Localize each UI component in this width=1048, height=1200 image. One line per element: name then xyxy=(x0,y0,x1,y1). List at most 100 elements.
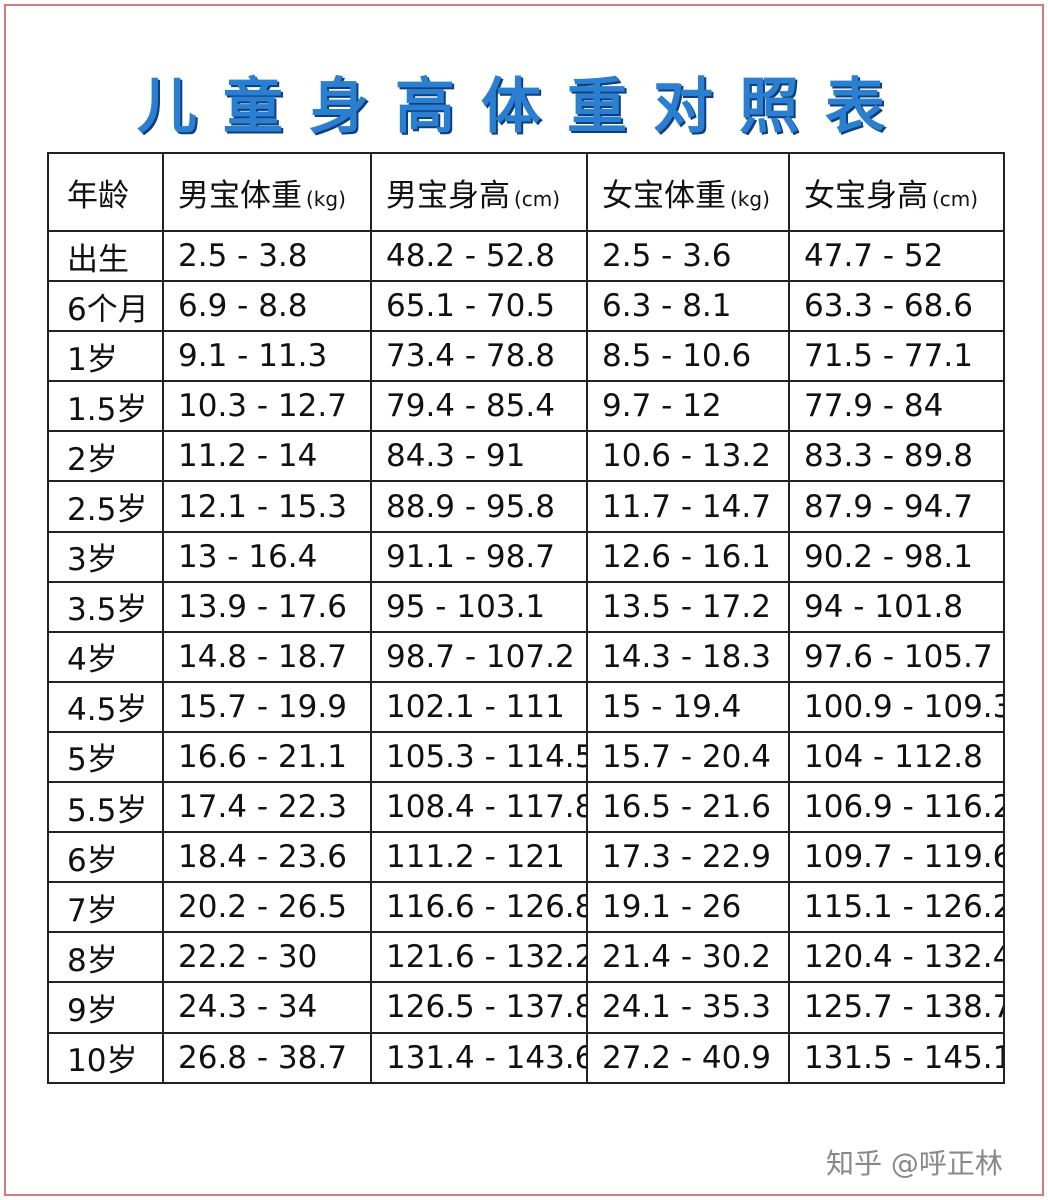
age-cell: 6个月 xyxy=(47,280,164,333)
range-cell: 2.5 - 3.6 xyxy=(586,229,790,283)
table-row: 3.5岁 13.9 - 17.6 95 - 103.1 13.5 - 17.2 94 -… xyxy=(47,580,1005,633)
range-cell: 97.6 - 105.7 xyxy=(788,630,1005,683)
range-cell: 105.3 - 114.5 xyxy=(370,730,588,784)
column-label: 女宝身高 xyxy=(804,177,928,214)
table-row: 6个月 6.9 - 8.8 65.1 - 70.5 6.3 - 8.1 63.3 - 6… xyxy=(47,280,1005,333)
table-row: 2岁 11.2 - 14 84.3 - 91 10.6 - 13.2 83.3 - 89… xyxy=(47,430,1005,483)
range-cell: 13.9 - 17.6 xyxy=(162,580,372,633)
table-row: 4岁 14.8 - 18.7 98.7 - 107.2 14.3 - 18.3 97.6… xyxy=(47,630,1005,683)
range-cell: 8.5 - 10.6 xyxy=(586,330,790,383)
range-cell: 100.9 - 109.3 xyxy=(788,680,1005,733)
range-cell: 94 - 101.8 xyxy=(788,580,1005,633)
range-cell: 65.1 - 70.5 xyxy=(370,280,588,333)
table-row: 2.5岁 12.1 - 15.3 88.9 - 95.8 11.7 - 14.7 87.… xyxy=(47,480,1005,533)
range-cell: 104 - 112.8 xyxy=(788,730,1005,784)
range-cell: 24.1 - 35.3 xyxy=(586,981,790,1034)
range-cell: 98.7 - 107.2 xyxy=(370,630,588,683)
range-cell: 90.2 - 98.1 xyxy=(788,530,1005,583)
range-cell: 109.7 - 119.6 xyxy=(788,831,1005,884)
range-cell: 87.9 - 94.7 xyxy=(788,480,1005,533)
range-cell: 14.8 - 18.7 xyxy=(162,630,372,683)
column-label: 年龄 xyxy=(67,177,129,214)
table-row: 1.5岁 10.3 - 12.7 79.4 - 85.4 9.7 - 12 77.9 -… xyxy=(47,380,1005,433)
range-cell: 15 - 19.4 xyxy=(586,680,790,733)
age-cell: 4岁 xyxy=(47,630,164,683)
range-cell: 63.3 - 68.6 xyxy=(788,280,1005,333)
range-cell: 9.1 - 11.3 xyxy=(162,330,372,383)
column-label: 女宝体重 xyxy=(602,177,726,214)
column-header: 男宝身高 (cm) xyxy=(370,152,588,232)
range-cell: 95 - 103.1 xyxy=(370,580,588,633)
column-label: 男宝体重 xyxy=(178,177,302,214)
age-cell: 5岁 xyxy=(47,730,164,784)
range-cell: 102.1 - 111 xyxy=(370,680,588,733)
range-cell: 131.5 - 145.1 xyxy=(788,1031,1005,1084)
title: 儿童身高体重对照表 xyxy=(137,72,911,142)
range-cell: 18.4 - 23.6 xyxy=(162,831,372,884)
age-cell: 6岁 xyxy=(47,831,164,884)
range-cell: 17.3 - 22.9 xyxy=(586,831,790,884)
range-cell: 27.2 - 40.9 xyxy=(586,1031,790,1084)
range-cell: 88.9 - 95.8 xyxy=(370,480,588,533)
range-cell: 10.3 - 12.7 xyxy=(162,380,372,433)
range-cell: 73.4 - 78.8 xyxy=(370,330,588,383)
age-cell: 2.5岁 xyxy=(47,480,164,533)
range-cell: 125.7 - 138.7 xyxy=(788,981,1005,1034)
column-header: 年龄 xyxy=(47,152,164,232)
range-cell: 20.2 - 26.5 xyxy=(162,881,372,934)
range-cell: 108.4 - 117.8 xyxy=(370,781,588,834)
table-row: 9岁 24.3 - 34 126.5 - 137.8 24.1 - 35.3 125.7… xyxy=(47,981,1005,1034)
range-cell: 9.7 - 12 xyxy=(586,380,790,433)
range-cell: 71.5 - 77.1 xyxy=(788,330,1005,383)
table-row: 出生 2.5 - 3.8 48.2 - 52.8 2.5 - 3.6 47.7 - 52 xyxy=(47,229,1005,283)
range-cell: 16.6 - 21.1 xyxy=(162,730,372,784)
age-cell: 1.5岁 xyxy=(47,380,164,433)
range-cell: 77.9 - 84 xyxy=(788,380,1005,433)
range-cell: 120.4 - 132.4 xyxy=(788,931,1005,984)
age-cell: 8岁 xyxy=(47,931,164,984)
range-cell: 22.2 - 30 xyxy=(162,931,372,984)
range-cell: 11.7 - 14.7 xyxy=(586,480,790,533)
range-cell: 24.3 - 34 xyxy=(162,981,372,1034)
age-cell: 3岁 xyxy=(47,530,164,583)
range-cell: 47.7 - 52 xyxy=(788,229,1005,283)
range-cell: 126.5 - 137.8 xyxy=(370,981,588,1034)
range-cell: 2.5 - 3.8 xyxy=(162,229,372,283)
range-cell: 6.9 - 8.8 xyxy=(162,280,372,333)
column-header: 女宝身高 (cm) xyxy=(788,152,1005,232)
table-row: 5.5岁 17.4 - 22.3 108.4 - 117.8 16.5 - 21.6 1… xyxy=(47,781,1005,834)
range-cell: 91.1 - 98.7 xyxy=(370,530,588,583)
column-unit: (kg) xyxy=(306,186,346,211)
column-unit: (kg) xyxy=(730,186,770,211)
range-cell: 21.4 - 30.2 xyxy=(586,931,790,984)
range-cell: 16.5 - 21.6 xyxy=(586,781,790,834)
age-cell: 1岁 xyxy=(47,330,164,383)
range-cell: 19.1 - 26 xyxy=(586,881,790,934)
age-cell: 3.5岁 xyxy=(47,580,164,633)
age-cell: 7岁 xyxy=(47,881,164,934)
table-row: 3岁 13 - 16.4 91.1 - 98.7 12.6 - 16.1 90.2 - … xyxy=(47,530,1005,583)
range-cell: 121.6 - 132.2 xyxy=(370,931,588,984)
frame xyxy=(4,4,1044,1196)
range-cell: 12.6 - 16.1 xyxy=(586,530,790,583)
column-unit: (cm) xyxy=(514,186,561,211)
range-cell: 115.1 - 126.2 xyxy=(788,881,1005,934)
range-cell: 83.3 - 89.8 xyxy=(788,430,1005,483)
age-cell: 出生 xyxy=(47,229,164,283)
header-row: 年龄 男宝体重 (kg) 男宝身高 (cm) 女宝体重 (kg) 女宝身高 (cm) xyxy=(47,152,1005,232)
age-cell: 2岁 xyxy=(47,430,164,483)
age-cell: 4.5岁 xyxy=(47,680,164,733)
table-body: 出生 2.5 - 3.8 48.2 - 52.8 2.5 - 3.6 47.7 - 52… xyxy=(47,229,1005,1084)
age-cell: 9岁 xyxy=(47,981,164,1034)
range-cell: 111.2 - 121 xyxy=(370,831,588,884)
size-table: 年龄 男宝体重 (kg) 男宝身高 (cm) 女宝体重 (kg) 女宝身高 (cm) 出生 2.5… xyxy=(47,152,1005,1084)
range-cell: 48.2 - 52.8 xyxy=(370,229,588,283)
age-cell: 10岁 xyxy=(47,1031,164,1084)
range-cell: 131.4 - 143.6 xyxy=(370,1031,588,1084)
column-unit: (cm) xyxy=(932,186,979,211)
watermark: 知乎 @呼正林 xyxy=(826,1147,1003,1180)
column-header: 女宝体重 (kg) xyxy=(586,152,790,232)
range-cell: 10.6 - 13.2 xyxy=(586,430,790,483)
age-cell: 5.5岁 xyxy=(47,781,164,834)
